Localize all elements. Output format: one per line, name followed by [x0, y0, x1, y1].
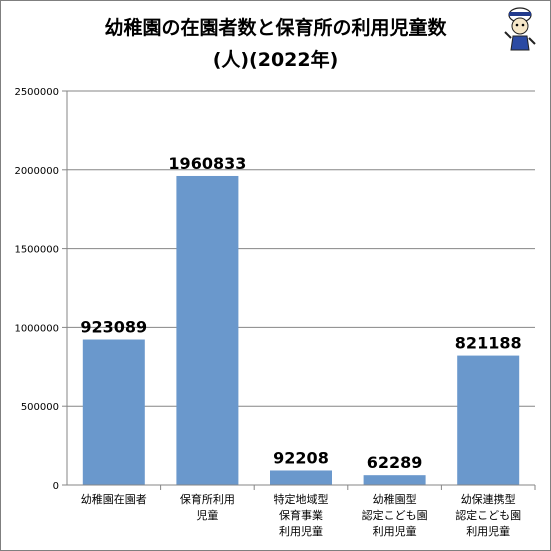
x-tick-label: 保育所利用: [180, 492, 235, 506]
chart-subtitle: (人)(2022年): [212, 49, 339, 71]
x-tick-label: 特定地域型: [274, 492, 329, 506]
x-tick-label: 幼稚園在園者: [81, 493, 147, 506]
x-tick-label: 児童: [196, 508, 218, 522]
y-tick-label: 0: [53, 481, 59, 492]
data-label: 923089: [80, 318, 147, 337]
x-tick-label: 利用児童: [373, 524, 417, 538]
y-tick-label: 2500000: [14, 87, 59, 98]
y-tick-label: 2000000: [14, 166, 59, 177]
bar: [363, 475, 426, 485]
data-labels: 923089 1960833 92208 62289 821188: [80, 154, 521, 472]
x-tick-label: 認定こども園: [455, 508, 521, 522]
x-tick-label: 幼保連携型: [461, 492, 516, 506]
bars: [82, 175, 520, 485]
y-tick-label: 500000: [21, 402, 59, 413]
x-tick-label: 利用児童: [466, 524, 510, 538]
x-tick-label: 幼稚園型: [373, 492, 417, 506]
bar: [176, 175, 239, 485]
axes: [66, 91, 535, 486]
gridlines: [67, 90, 535, 407]
y-axis-ticks: 0 500000 1000000 1500000 2000000 2500000: [14, 87, 67, 492]
data-label: 92208: [273, 448, 329, 467]
y-tick-label: 1500000: [14, 245, 59, 256]
bar: [270, 470, 332, 485]
chart-title: 幼稚園の在園者数と保育所の利用児童数: [104, 17, 447, 39]
data-label: 62289: [367, 453, 423, 472]
bar: [457, 355, 520, 485]
data-label: 821188: [455, 334, 522, 353]
bar: [82, 339, 145, 485]
x-axis-ticks: 幼稚園在園者 保育所利用児童特定地域型保育事業利用児童幼稚園型認定こども園利用児童…: [81, 485, 536, 538]
x-tick-label: 保育事業: [279, 508, 323, 522]
y-tick-label: 1000000: [14, 323, 59, 334]
x-tick-label: 利用児童: [279, 524, 323, 538]
x-tick-label: 認定こども園: [362, 508, 428, 522]
mascot-character-icon: [504, 7, 536, 51]
data-label: 1960833: [168, 154, 246, 173]
